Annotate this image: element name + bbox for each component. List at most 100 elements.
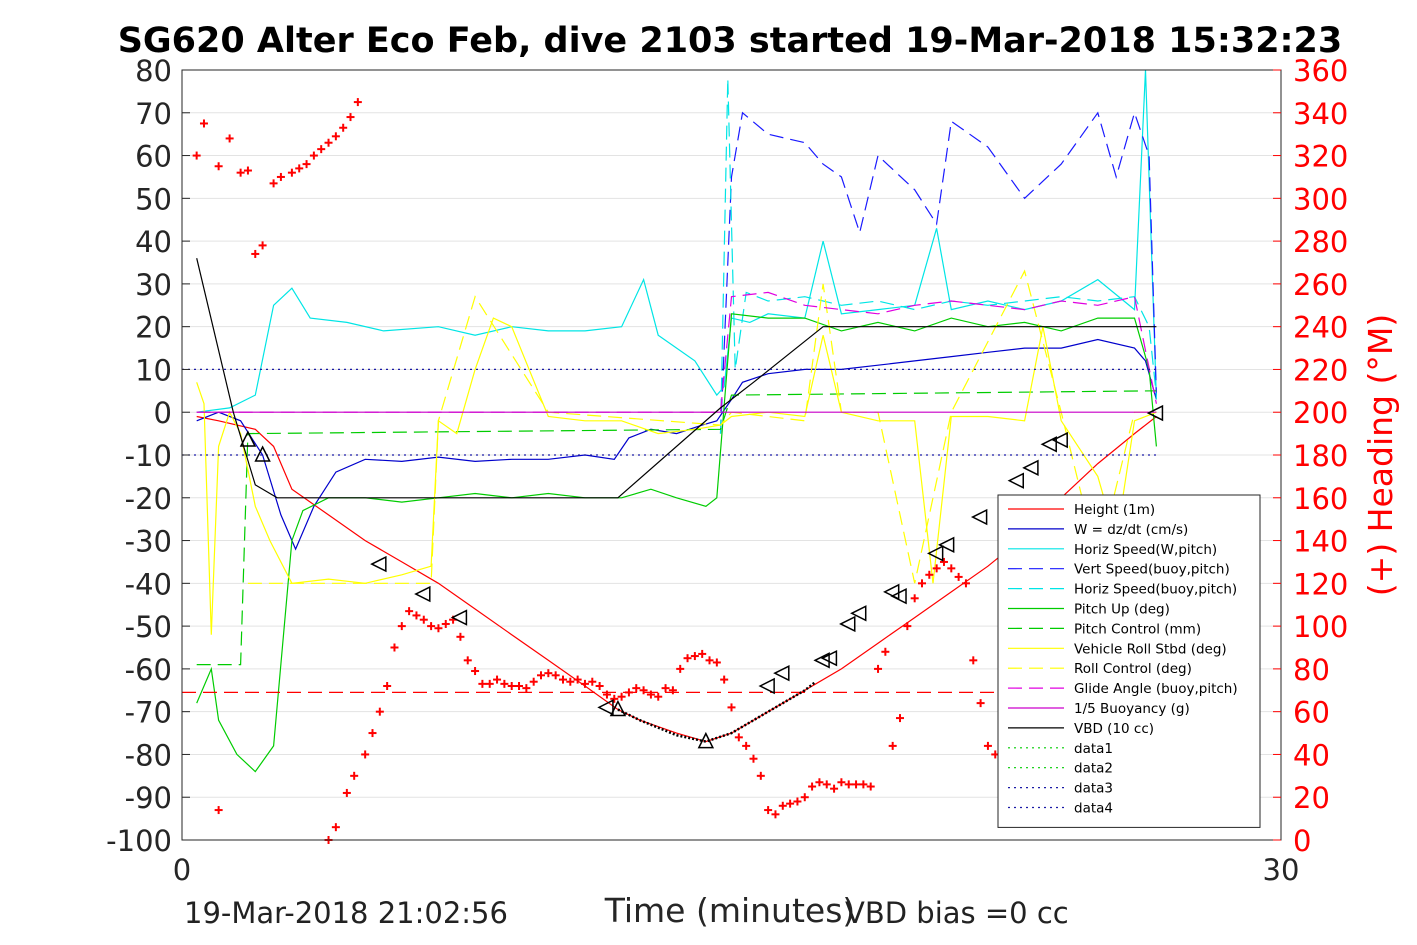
y-right-tick-label: 120: [1293, 567, 1348, 601]
heading-point: [375, 707, 384, 716]
heading-point: [383, 682, 392, 690]
heading-point: [808, 782, 817, 791]
triangle-left-marker: [1022, 459, 1039, 477]
heading-point: [917, 579, 926, 588]
heading-point: [749, 754, 758, 763]
heading-point: [192, 151, 201, 160]
heading-point: [551, 671, 560, 680]
series-line-7: [196, 317, 1157, 635]
heading-point: [558, 675, 567, 684]
heading-point: [507, 682, 516, 690]
y-tick-label: 0: [154, 396, 172, 430]
triangle-left-marker: [850, 605, 867, 622]
heading-point: [610, 694, 619, 703]
y-right-tick-label: 40: [1293, 738, 1330, 772]
heading-point: [350, 771, 359, 780]
heading-point: [478, 679, 487, 688]
heading-point: [786, 799, 795, 808]
series-line-0: [196, 415, 1157, 743]
y-right-tick-label: 80: [1293, 653, 1330, 687]
heading-point: [852, 780, 861, 789]
y-tick-label: 50: [135, 182, 172, 216]
heading-point: [896, 714, 905, 723]
triangle-left-marker: [758, 677, 775, 695]
series-line-8: [247, 269, 1157, 584]
legend-label: Vehicle Roll Stbd (deg): [1074, 641, 1227, 657]
heading-point: [815, 778, 824, 787]
heading-point: [566, 677, 575, 686]
heading-point: [683, 654, 692, 663]
legend-label: Horiz Speed(buoy,pitch): [1074, 582, 1237, 598]
heading-point: [793, 797, 802, 806]
heading-point: [742, 741, 751, 750]
heading-point: [361, 750, 370, 759]
heading-point: [734, 733, 743, 742]
triangle-left-marker: [1051, 431, 1068, 449]
heading-point: [258, 241, 267, 250]
legend-label: data2: [1074, 761, 1113, 777]
heading-point: [295, 164, 304, 173]
series-line-3: [719, 110, 1157, 434]
heading-point: [602, 690, 611, 699]
heading-point: [727, 703, 736, 712]
heading-point: [397, 622, 406, 631]
heading-point: [331, 823, 340, 832]
series-line-9: [196, 291, 1157, 413]
legend: Height (1m) W = dz/dt (cm/s) Horiz Speed(W…: [997, 494, 1261, 828]
triangle-up-marker: [697, 731, 715, 749]
y-right-tick-label: 240: [1293, 311, 1348, 345]
heading-point: [353, 98, 362, 107]
triangle-left-marker: [1007, 472, 1024, 489]
series-line-4: [719, 78, 1157, 434]
heading-point: [485, 679, 494, 688]
heading-point: [698, 649, 707, 658]
y-tick-label: 20: [135, 311, 172, 345]
heading-point: [632, 684, 641, 693]
triangle-left-marker: [883, 583, 900, 601]
legend-label: 1/5 Buoyancy (g): [1074, 701, 1190, 717]
heading-point: [199, 119, 208, 128]
y-axis-left: 80 70 60 50 40 30 20 10 0 -10 -20 -30 -40 -50 -60 -70 -8…: [106, 54, 190, 858]
heading-point: [441, 619, 450, 628]
series-line-11: [196, 258, 1157, 499]
triangle-left-marker: [773, 664, 790, 682]
legend-label: data3: [1074, 781, 1113, 797]
heading-point: [720, 675, 729, 684]
x-tick-label: 0: [173, 853, 191, 887]
y-tick-label: -100: [106, 824, 172, 858]
heading-point: [434, 624, 443, 633]
legend-label: Roll Control (deg): [1074, 661, 1192, 677]
end-time-label: 19-Mar-2018 21:02:56: [184, 896, 508, 930]
legend-box: [997, 494, 1261, 828]
heading-point: [800, 793, 809, 802]
y-tick-label: 60: [135, 140, 172, 174]
legend-label: VBD (10 cc): [1074, 721, 1154, 737]
heading-point: [690, 652, 699, 661]
y-tick-label: -90: [125, 781, 172, 815]
heading-point: [368, 729, 377, 738]
y-right-tick-label: 340: [1293, 97, 1348, 131]
heading-point: [712, 658, 721, 667]
heading-point: [317, 145, 326, 154]
x-axis-label: Time (minutes): [604, 891, 856, 930]
legend-label: Pitch Control (mm): [1074, 621, 1201, 637]
series-line-1: [196, 338, 1157, 551]
heading-point: [405, 607, 414, 616]
y-right-tick-label: 100: [1293, 610, 1348, 644]
y-tick-label: 10: [135, 353, 172, 387]
heading-point: [961, 579, 970, 588]
heading-point: [778, 801, 787, 810]
y-right-tick-label: 200: [1293, 396, 1348, 430]
triangle-left-marker: [450, 609, 468, 626]
x-axis: 0 30: [173, 832, 1299, 887]
heading-point: [471, 667, 480, 676]
triangle-left-marker: [937, 536, 955, 554]
heading-point: [624, 688, 633, 697]
heading-point: [837, 778, 846, 787]
heading-point: [954, 572, 963, 581]
heading-point: [983, 741, 992, 750]
chart-title: SG620 Alter Eco Feb, dive 2103 started 1…: [118, 21, 1343, 61]
heading-point: [580, 679, 589, 688]
heading-point: [888, 741, 897, 750]
